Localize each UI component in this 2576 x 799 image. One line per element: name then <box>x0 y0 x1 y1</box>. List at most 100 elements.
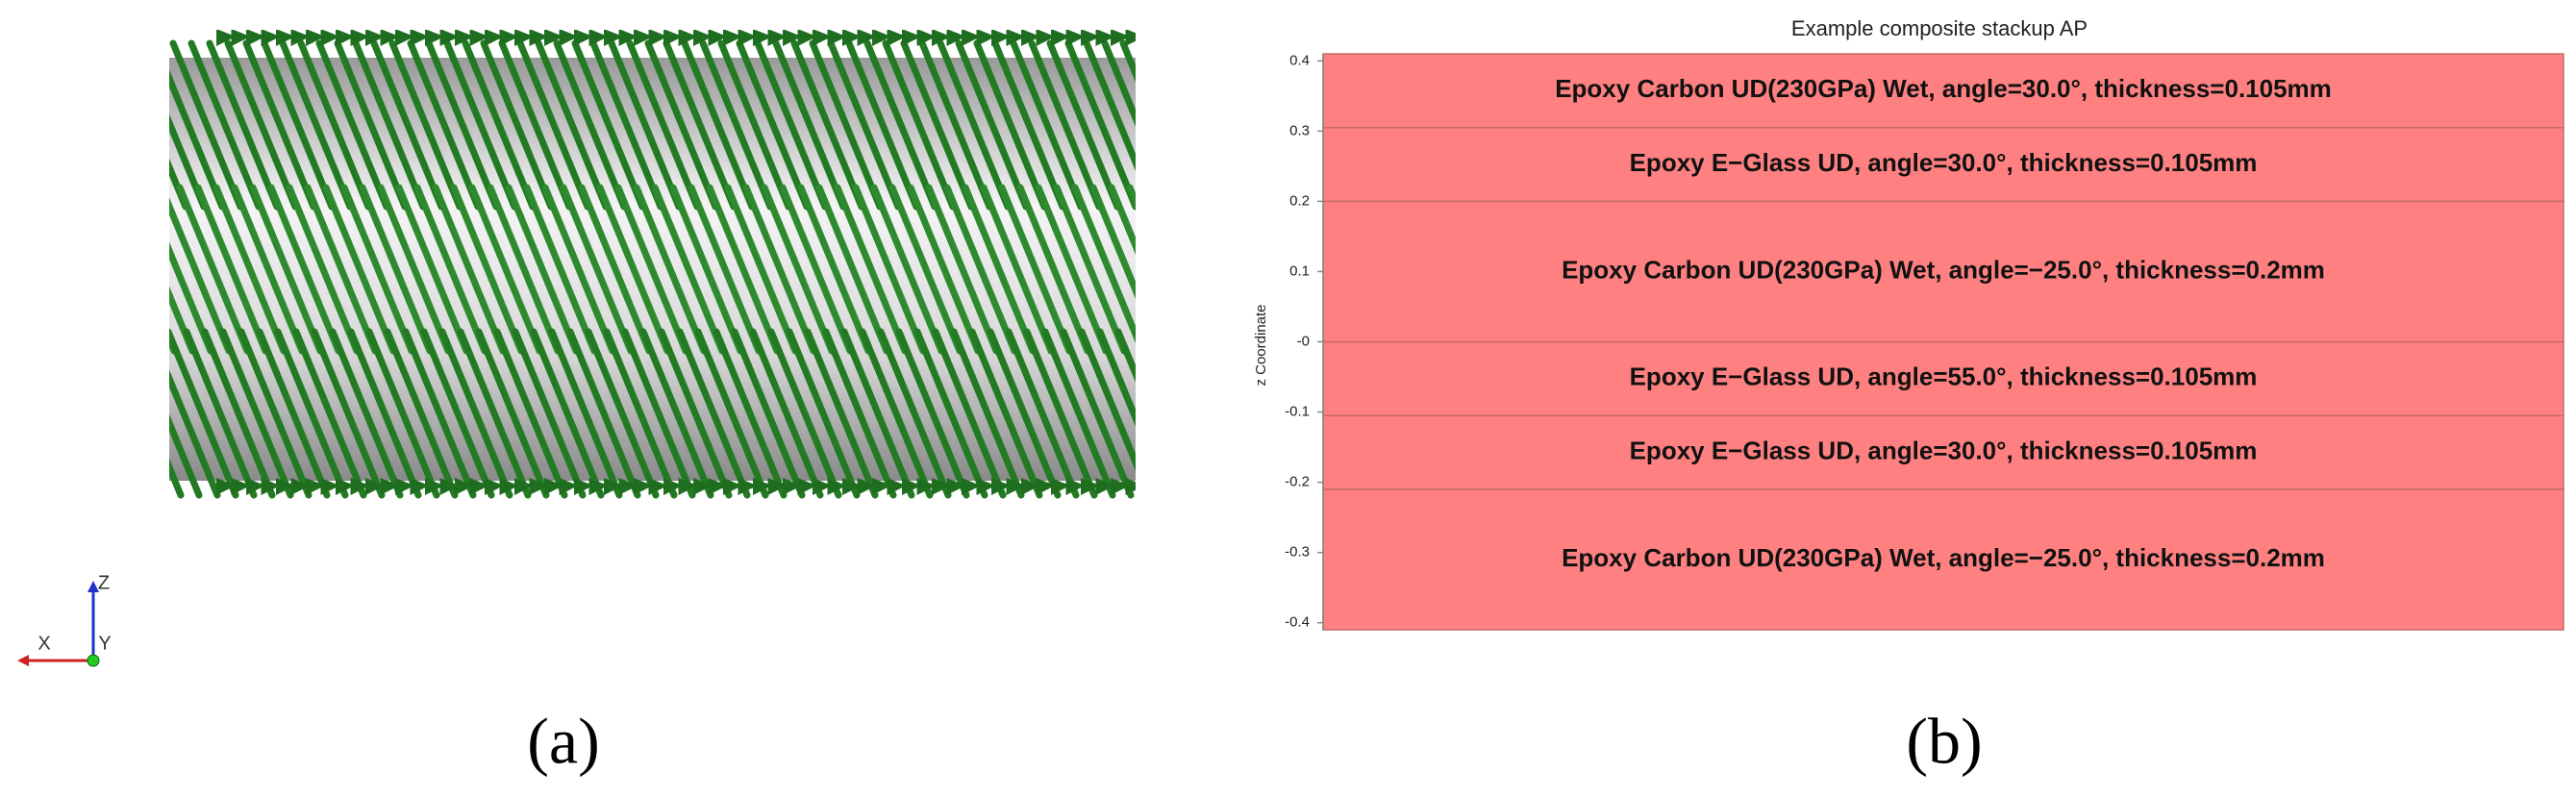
fibre-arrow <box>571 39 646 211</box>
fibre-arrow <box>169 113 208 211</box>
fibre-head <box>932 30 951 46</box>
fibre-arrow <box>845 39 920 211</box>
fibre-head <box>216 478 236 495</box>
layer-label: Epoxy Carbon UD(230GPa) Wet, angle=−25.0… <box>1562 543 2325 572</box>
fibre-arrow <box>1119 39 1136 83</box>
fibre-arrow <box>1160 43 1227 207</box>
fibre-head <box>469 478 489 495</box>
fibre-arrow <box>1005 328 1080 499</box>
fibre-arrow <box>1071 184 1136 344</box>
fibre-arrow <box>925 184 1000 355</box>
fibre-head <box>559 478 579 495</box>
fibre-arrow <box>384 328 459 499</box>
fibre-head <box>276 478 295 495</box>
fibre-head <box>485 478 504 495</box>
fibre-arrow <box>1185 187 1252 351</box>
fibre-arrow <box>530 328 605 499</box>
fibre-arrow <box>505 184 580 355</box>
fibre-head <box>455 30 474 46</box>
fibre-arrow <box>943 184 1018 355</box>
layer-label: Epoxy Carbon UD(230GPa) Wet, angle=30.0°… <box>1555 74 2332 103</box>
fibre-head <box>336 30 355 46</box>
triad-label: Y <box>98 633 111 654</box>
y-tick-label: 0.4 <box>1289 52 1310 68</box>
fibre-head <box>887 30 907 46</box>
fibre-arrow <box>888 184 963 355</box>
layer-label: Epoxy Carbon UD(230GPa) Wet, angle=−25.0… <box>1562 255 2325 284</box>
y-tick-label: -0.3 <box>1285 544 1310 561</box>
panel-a: X Y Z (a) <box>17 30 1252 778</box>
layer <box>1322 488 2564 631</box>
fibre-head <box>499 478 519 495</box>
layer <box>1322 53 2564 129</box>
fibre-arrow <box>188 39 263 211</box>
fibre-head <box>797 478 817 495</box>
fibre-arrow <box>968 328 1043 499</box>
fibre-arrow <box>991 39 1066 211</box>
fibre-head <box>708 478 728 495</box>
fibre-arrow <box>907 184 982 355</box>
fibre-arrow <box>238 328 313 499</box>
fibre-arrow <box>840 328 915 499</box>
y-tick-label: -0.1 <box>1285 404 1310 420</box>
fibre-arrow <box>790 39 865 211</box>
fibre-head <box>336 478 355 495</box>
fibre-head <box>723 30 742 46</box>
fibre-arrow <box>311 328 386 499</box>
y-tick-label: -0.2 <box>1285 474 1310 490</box>
fibre-arrow <box>706 184 781 355</box>
fibre-arrow <box>1101 39 1136 127</box>
fibre-arrow <box>462 39 537 211</box>
fibre-arrow <box>626 39 701 211</box>
fibre-arrow <box>681 39 756 211</box>
fibre-arrow <box>59 332 126 495</box>
fibre-arrow <box>827 39 902 211</box>
fibre-arrow <box>699 39 774 211</box>
fibre-head <box>395 478 414 495</box>
fibre-head <box>648 478 668 495</box>
fibre-head <box>1021 478 1040 495</box>
fibre-head <box>261 478 281 495</box>
fibre-arrow <box>1166 187 1234 351</box>
layer <box>1322 340 2564 416</box>
fibre-arrow <box>1035 184 1110 355</box>
fibre-head <box>857 30 877 46</box>
fibre-head <box>813 478 832 495</box>
fibre-arrow <box>767 328 842 499</box>
fibre-head <box>588 30 609 46</box>
fibre-head <box>1111 30 1130 46</box>
fibre-arrow <box>402 328 477 499</box>
fibre-head <box>976 30 996 46</box>
fibre-arrow <box>918 39 993 211</box>
fibre-head <box>290 478 311 495</box>
layer-label: Epoxy E−Glass UD, angle=30.0°, thickness… <box>1630 148 2258 177</box>
fibre-arrow <box>1010 39 1085 211</box>
y-tick-label: -0 <box>1297 333 1310 349</box>
fibre-arrow <box>895 328 970 499</box>
fibre-head <box>469 30 489 46</box>
fibre-head <box>1081 30 1100 46</box>
fibre-head <box>902 478 921 495</box>
fibre-head <box>1036 30 1056 46</box>
fibre-head <box>529 478 549 495</box>
fibre-arrow <box>962 184 1037 355</box>
fibre-arrow <box>322 184 397 355</box>
fibre-head <box>618 30 638 46</box>
fibre-arrow <box>52 187 119 351</box>
fibre-arrow <box>493 328 568 499</box>
fibre-arrow <box>297 39 372 211</box>
fibre-arrow <box>169 241 214 355</box>
fibre-head <box>410 30 430 46</box>
fibre-arrow <box>603 328 678 499</box>
fibre-arrow <box>614 184 689 355</box>
fibre-head <box>1006 478 1026 495</box>
fibre-arrow <box>231 184 306 355</box>
fibre-arrow <box>274 328 349 499</box>
fibre-arrow <box>658 328 733 499</box>
fibre-arrow <box>169 413 203 499</box>
fibre-arrow <box>183 328 258 499</box>
fibre-head <box>231 30 251 46</box>
caption: (a) <box>527 705 599 778</box>
fibre-head <box>634 478 653 495</box>
fibre-head <box>813 30 832 46</box>
